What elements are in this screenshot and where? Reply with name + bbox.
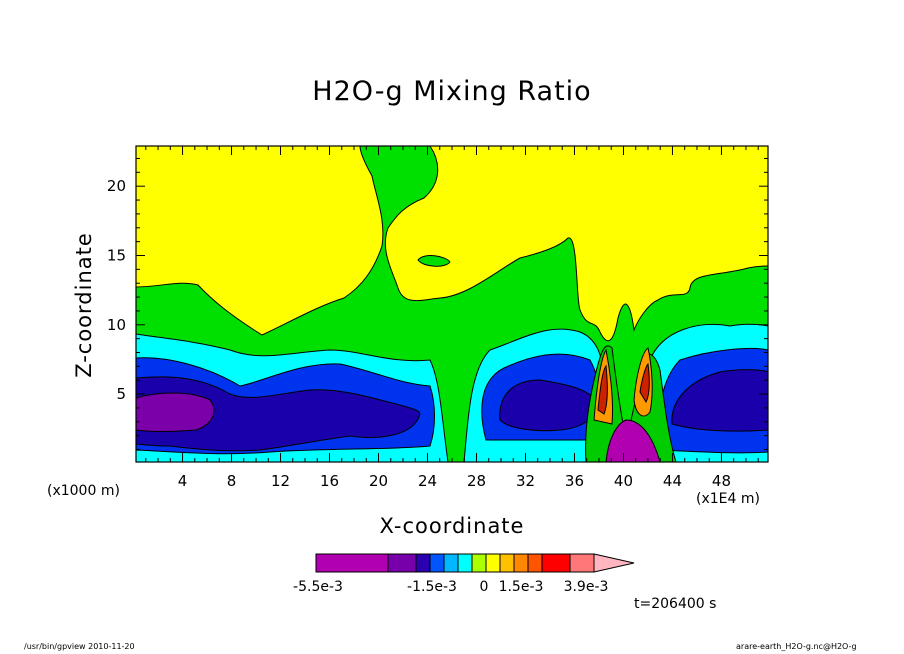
footer-program-info: /usr/bin/gpview 2010-11-20 — [24, 642, 135, 651]
x-tick-label: 20 — [369, 472, 388, 490]
x-tick-label: 4 — [178, 472, 188, 490]
colorbar: -5.5e-3 -1.5e-3 0 1.5e-3 3.9e-3 — [293, 553, 635, 595]
x-axis-label: X-coordinate — [379, 514, 525, 538]
x-tick-label: 48 — [712, 472, 731, 490]
x-tick-label: 24 — [418, 472, 437, 490]
x-tick-label: 44 — [663, 472, 682, 490]
plume-base-magenta — [605, 419, 661, 462]
time-stamp: t=206400 s — [634, 596, 717, 612]
x-tick-label: 36 — [565, 472, 584, 490]
x-axis-unit-label: (x1E4 m) — [696, 491, 760, 507]
colorbar-label: -5.5e-3 — [293, 579, 343, 595]
colorbar-segment — [415, 553, 431, 573]
convective-plume-core — [597, 362, 650, 415]
chart-title: H2O-g Mixing Ratio — [312, 76, 592, 107]
colorbar-label: 1.5e-3 — [499, 579, 544, 595]
colorbar-segment — [513, 553, 529, 573]
colorbar-label: -1.5e-3 — [407, 579, 457, 595]
y-axis-ticks: 5 10 15 20 — [107, 157, 768, 451]
colorbar-label: 0 — [480, 579, 489, 595]
x-tick-label: 12 — [271, 472, 290, 490]
dark-blue-region — [136, 376, 421, 452]
convective-plume-orange — [593, 347, 653, 425]
colorbar-segment — [569, 553, 595, 573]
colorbar-segment — [471, 553, 487, 573]
colorbar-segment — [485, 553, 501, 573]
y-tick-label: 20 — [107, 177, 126, 195]
colorbar-label: 3.9e-3 — [564, 579, 609, 595]
purple-core — [136, 392, 215, 432]
colorbar-segment — [443, 553, 459, 573]
x-axis-ticks: 4 8 12 16 20 24 28 32 36 40 44 48 — [145, 146, 759, 490]
x-tick-label: 28 — [467, 472, 486, 490]
colorbar-segment — [429, 553, 445, 573]
colorbar-arrow — [593, 553, 635, 573]
green-blob-upper — [417, 255, 451, 267]
x-tick-label: 8 — [227, 472, 237, 490]
x-tick-label: 32 — [516, 472, 535, 490]
y-tick-label: 5 — [116, 385, 126, 403]
colorbar-segment — [499, 553, 515, 573]
colorbar-segment — [387, 553, 417, 573]
colorbar-segment — [457, 553, 473, 573]
footer-source-info: arare-earth_H2O-g.nc@H2O-g — [736, 642, 857, 651]
colorbar-segment — [527, 553, 543, 573]
y-axis-unit-label: (x1000 m) — [47, 483, 120, 499]
colorbar-segment — [315, 553, 389, 573]
y-tick-label: 10 — [107, 316, 126, 334]
y-tick-label: 15 — [107, 246, 126, 264]
colorbar-segment — [541, 553, 571, 573]
x-tick-label: 40 — [614, 472, 633, 490]
x-tick-label: 16 — [320, 472, 339, 490]
